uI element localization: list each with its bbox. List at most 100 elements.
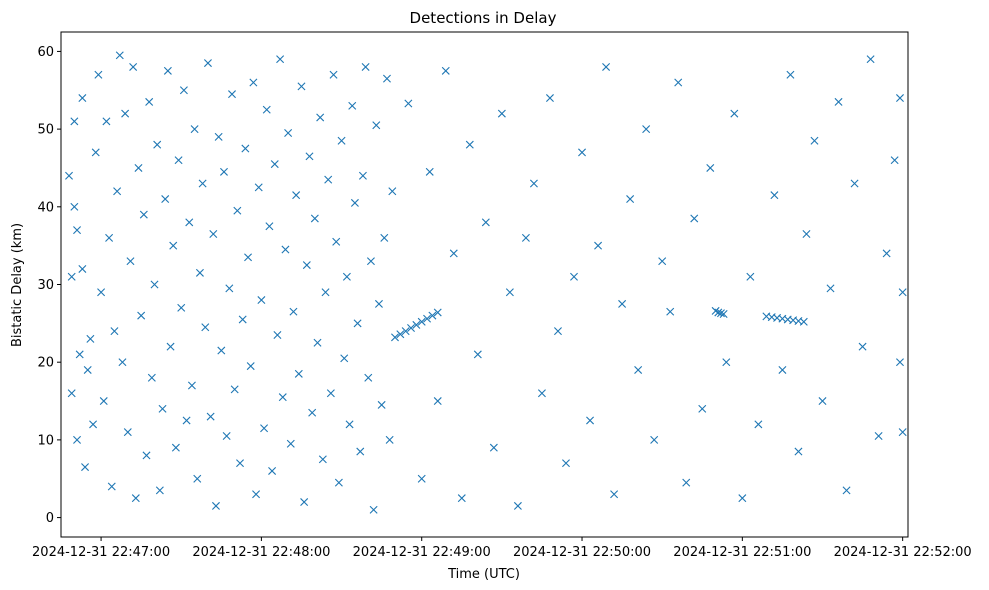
scatter-point: [594, 241, 603, 250]
scatter-point: [388, 187, 397, 196]
scatter-point: [262, 105, 271, 114]
y-tick-label: 60: [37, 45, 54, 60]
scatter-point: [171, 443, 180, 452]
scatter-point: [366, 257, 375, 266]
scatter-point: [342, 272, 351, 281]
scatter-point: [513, 501, 522, 510]
scatter-point: [738, 494, 747, 503]
scatter-point: [195, 268, 204, 277]
scatter-point: [898, 288, 907, 297]
scatter-point: [244, 253, 253, 262]
scatter-point: [145, 97, 154, 106]
scatter-point: [246, 362, 255, 371]
scatter-point: [115, 51, 124, 60]
scatter-point: [778, 365, 787, 374]
scatter-point: [118, 358, 127, 367]
scatter-point: [586, 416, 595, 425]
scatter-point: [142, 451, 151, 460]
scatter-point: [714, 308, 723, 317]
scatter-point: [281, 245, 290, 254]
x-tick-label: 2024-12-31 22:47:00: [32, 545, 170, 560]
scatter-point: [297, 82, 306, 91]
scatter-point: [449, 249, 458, 258]
scatter-point: [401, 327, 410, 336]
scatter-point: [289, 307, 298, 316]
scatter-point: [75, 350, 84, 359]
scatter-point: [396, 330, 405, 339]
scatter-point: [428, 311, 437, 320]
scatter-point: [834, 97, 843, 106]
scatter-point: [794, 447, 803, 456]
scatter-point: [570, 272, 578, 281]
scatter-point: [233, 206, 242, 215]
scatter-point: [166, 342, 175, 351]
scatter-point: [345, 420, 354, 429]
scatter-point: [730, 109, 739, 118]
scatter-point: [610, 490, 619, 499]
scatter-point: [99, 397, 108, 406]
chart-title: Detections in Delay: [410, 9, 557, 27]
scatter-point: [634, 365, 643, 374]
scatter-point: [265, 222, 274, 231]
scatter-point: [238, 315, 247, 324]
scatter-point: [754, 420, 763, 429]
x-axis-label: Time (UTC): [447, 567, 520, 582]
scatter-point: [139, 210, 148, 219]
scatter-point: [113, 187, 122, 196]
scatter-point: [626, 195, 635, 204]
scatter-point: [270, 160, 279, 169]
scatter-point: [163, 66, 172, 75]
scatter-point: [187, 381, 196, 390]
scatter-point: [802, 230, 811, 238]
scatter-point: [177, 303, 186, 312]
scatter-point: [890, 156, 899, 165]
scatter-point: [260, 424, 269, 433]
scatter-point: [211, 501, 220, 510]
scatter-point: [716, 309, 725, 318]
scatter-point: [150, 280, 159, 289]
scatter-point: [83, 365, 92, 374]
scatter-point: [308, 408, 317, 417]
scatter-point: [254, 183, 263, 192]
scatter-point: [305, 152, 314, 161]
scatter-point: [866, 55, 875, 64]
scatter-point: [682, 478, 691, 487]
scatter-point: [332, 237, 341, 246]
scatter-point: [225, 284, 234, 293]
scatter-point: [417, 474, 426, 483]
scatter-point: [129, 62, 138, 71]
scatter-point: [276, 55, 285, 64]
scatter-point: [219, 167, 228, 176]
scatter-point: [78, 264, 87, 273]
scatter-point: [326, 389, 335, 398]
scatter-point: [131, 494, 140, 503]
scatter-point: [770, 191, 779, 200]
scatter-point: [810, 136, 819, 145]
scatter-point: [179, 86, 188, 95]
scatter-point: [147, 373, 156, 382]
scatter-point: [423, 314, 432, 323]
x-tick-label: 2024-12-31 22:51:00: [673, 545, 811, 560]
scatter-point: [441, 66, 450, 75]
scatter-point: [73, 226, 82, 235]
scatter-point: [578, 148, 587, 157]
scatter-point: [217, 346, 226, 355]
data-markers: [65, 51, 907, 514]
scatter-point: [198, 179, 207, 188]
scatter-point: [193, 474, 202, 483]
scatter-point: [155, 486, 164, 495]
scatter-point: [121, 109, 130, 118]
scatter-point: [252, 490, 261, 499]
y-tick-label: 10: [37, 433, 54, 448]
scatter-point: [310, 214, 319, 223]
scatter-point: [81, 463, 90, 472]
scatter-point: [324, 175, 333, 184]
scatter-point: [658, 257, 667, 266]
scatter-point: [89, 420, 98, 429]
scatter-point: [169, 241, 178, 250]
scatter-point: [898, 428, 907, 437]
scatter-point: [719, 310, 728, 319]
scatter-point: [505, 288, 514, 297]
scatter-point: [302, 261, 311, 270]
scatter-point: [537, 389, 546, 398]
